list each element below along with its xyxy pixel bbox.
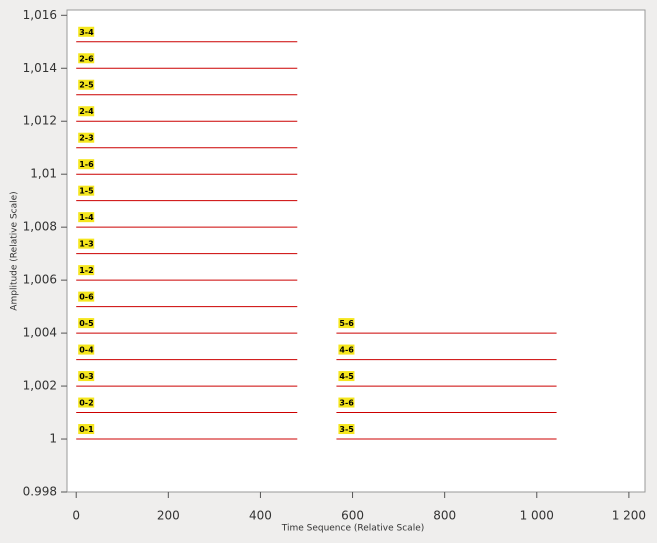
x-tick-label: 400 — [249, 509, 272, 523]
x-tick-label: 1 000 — [520, 509, 554, 523]
label-box — [78, 318, 95, 329]
label-box — [78, 238, 95, 249]
plot-area — [66, 9, 646, 493]
segment-label: 3-5 — [339, 425, 354, 434]
label-box — [78, 26, 95, 37]
y-tick-label: 1,006 — [23, 273, 57, 287]
label-box — [78, 424, 95, 435]
x-tick-label: 0 — [72, 509, 80, 523]
segment-label: 0-3 — [79, 372, 93, 381]
label-box — [338, 397, 355, 408]
segment-label: 2-3 — [79, 134, 93, 143]
label-box — [78, 185, 95, 196]
y-tick-label: 1,014 — [23, 61, 57, 75]
segment-label: 2-5 — [79, 81, 94, 90]
label-box — [338, 371, 355, 382]
segment-label: 3-4 — [79, 28, 94, 37]
x-axis-label: Time Sequence (Relative Scale) — [281, 524, 425, 534]
segment-label: 0-6 — [79, 293, 94, 302]
label-box — [78, 159, 95, 170]
label-box — [338, 344, 355, 355]
y-axis-label: Amplitude (Relative Scale) — [10, 191, 20, 310]
y-tick-label: 1,016 — [23, 8, 57, 22]
label-box — [78, 291, 95, 302]
segment-label: 2-4 — [79, 107, 94, 116]
label-box — [78, 106, 95, 117]
segment-label: 0-4 — [79, 346, 94, 355]
label-box — [78, 371, 95, 382]
segment-label: 1-6 — [79, 160, 94, 169]
segment-label: 3-6 — [339, 399, 354, 408]
label-box — [78, 344, 95, 355]
segment-label: 0-1 — [79, 425, 94, 434]
segment-label: 1-2 — [79, 266, 93, 275]
segment-label: 0-5 — [79, 319, 94, 328]
label-box — [78, 79, 95, 90]
y-tick-label: 1,002 — [23, 379, 57, 393]
segment-label: 1-5 — [79, 187, 94, 196]
y-tick-label: 1,004 — [23, 326, 57, 340]
segment-label: 4-5 — [339, 372, 354, 381]
label-box — [338, 424, 355, 435]
x-tick-label: 200 — [157, 509, 180, 523]
segment-label: 4-6 — [339, 346, 354, 355]
y-tick-label: 1,008 — [23, 220, 57, 234]
y-tick-label: 0.998 — [23, 485, 57, 499]
segment-label: 1-4 — [79, 213, 94, 222]
label-box — [78, 265, 95, 276]
x-tick-label: 600 — [341, 509, 364, 523]
x-tick-label: 1 200 — [612, 509, 646, 523]
y-tick-label: 1,01 — [30, 167, 57, 181]
segment-label: 0-2 — [79, 399, 93, 408]
segment-label: 2-6 — [79, 54, 94, 63]
label-box — [78, 212, 95, 223]
y-tick-label: 1,012 — [23, 114, 57, 128]
y-tick-label: 1 — [49, 432, 57, 446]
x-tick-label: 800 — [433, 509, 456, 523]
segment-label: 5-6 — [339, 319, 354, 328]
label-box — [78, 53, 95, 64]
segment-label: 1-3 — [79, 240, 93, 249]
label-box — [78, 397, 95, 408]
label-box — [338, 318, 355, 329]
label-box — [78, 132, 95, 143]
